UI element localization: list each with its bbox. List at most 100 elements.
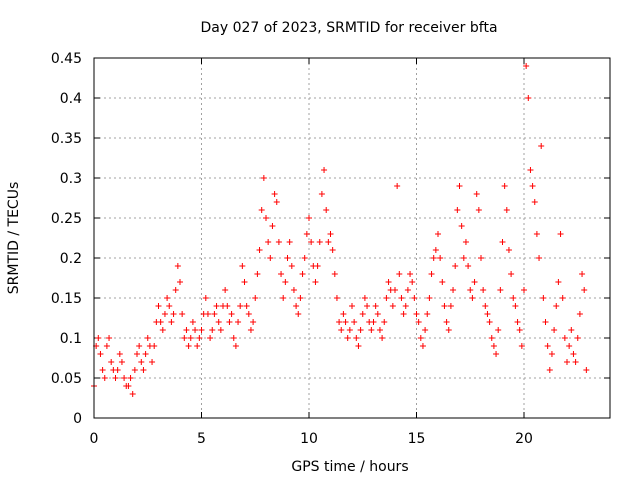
- data-point: [299, 271, 306, 277]
- data-point: [215, 319, 222, 325]
- data-point: [239, 263, 246, 269]
- data-point: [269, 223, 276, 229]
- data-point: [501, 183, 508, 189]
- data-point: [400, 311, 407, 317]
- data-point: [134, 351, 140, 357]
- data-point: [250, 319, 257, 325]
- data-point: [170, 311, 177, 317]
- grid-lines: [94, 58, 610, 418]
- data-point: [144, 335, 151, 341]
- data-point: [361, 295, 368, 301]
- y-tick-label: 0.05: [51, 371, 82, 387]
- data-point: [174, 263, 181, 269]
- data-point: [516, 327, 523, 333]
- data-point: [568, 327, 575, 333]
- y-tick-label: 0: [73, 411, 82, 427]
- data-point: [407, 271, 414, 277]
- data-point: [226, 319, 233, 325]
- data-point: [424, 311, 431, 317]
- data-point: [454, 207, 461, 213]
- data-point: [106, 335, 113, 341]
- data-point: [323, 207, 330, 213]
- data-point: [396, 271, 403, 277]
- data-point: [493, 351, 500, 357]
- x-tick-label: 5: [197, 431, 206, 447]
- data-point: [389, 303, 396, 309]
- data-point: [118, 359, 125, 365]
- data-point: [168, 319, 175, 325]
- data-point: [142, 351, 149, 357]
- data-point: [505, 247, 512, 253]
- data-point: [381, 319, 388, 325]
- data-point: [465, 263, 472, 269]
- data-point: [301, 255, 308, 261]
- data-point: [353, 335, 360, 341]
- data-point: [364, 303, 371, 309]
- data-point: [564, 359, 570, 365]
- data-point: [581, 287, 588, 293]
- data-point: [99, 367, 106, 373]
- data-point: [508, 271, 515, 277]
- data-point: [159, 327, 166, 333]
- data-point: [480, 287, 487, 293]
- data-point: [192, 327, 199, 333]
- data-point: [108, 359, 115, 365]
- data-point: [417, 335, 424, 341]
- data-point: [555, 279, 562, 285]
- data-point: [273, 199, 280, 205]
- data-point: [469, 295, 476, 301]
- data-point: [490, 343, 497, 349]
- data-point: [161, 311, 168, 317]
- data-point: [488, 335, 495, 341]
- data-point: [533, 231, 540, 237]
- data-point: [316, 239, 323, 245]
- data-point: [263, 215, 269, 221]
- data-point: [523, 63, 530, 69]
- data-point: [542, 319, 549, 325]
- data-point: [443, 319, 450, 325]
- data-point: [559, 295, 566, 301]
- data-point: [467, 287, 474, 293]
- data-point: [557, 231, 564, 237]
- data-point: [346, 327, 353, 333]
- data-point: [566, 343, 573, 349]
- data-point: [374, 311, 381, 317]
- data-point: [282, 279, 289, 285]
- data-point: [473, 191, 480, 197]
- data-point: [243, 303, 250, 309]
- data-point: [486, 319, 493, 325]
- data-point: [265, 239, 272, 245]
- data-point: [518, 343, 525, 349]
- data-point: [140, 367, 147, 373]
- y-tick-label: 0.3: [60, 171, 82, 187]
- axis-ticks: 0 0.05 0.1 0.15 0.2 0.25 0.3 0.35 0.4 0.45 0 5 10 15 2…: [51, 51, 610, 447]
- data-point: [359, 311, 366, 317]
- data-point: [290, 287, 297, 293]
- data-point: [546, 367, 553, 373]
- data-point: [415, 319, 422, 325]
- data-point: [181, 335, 188, 341]
- data-point: [432, 247, 439, 253]
- data-point: [561, 335, 568, 341]
- data-point: [275, 239, 282, 245]
- data-point: [553, 303, 560, 309]
- data-point: [241, 279, 248, 285]
- data-point: [342, 319, 349, 325]
- data-point: [450, 287, 457, 293]
- data-point: [224, 303, 231, 309]
- data-point: [237, 303, 244, 309]
- data-point: [538, 143, 545, 149]
- data-point: [245, 311, 252, 317]
- data-point: [475, 207, 482, 213]
- data-point: [295, 311, 302, 317]
- data-point: [514, 319, 521, 325]
- data-point: [471, 279, 478, 285]
- data-point: [419, 343, 426, 349]
- data-point: [394, 183, 401, 189]
- data-point: [222, 287, 229, 293]
- data-point: [112, 375, 119, 381]
- data-point: [209, 327, 216, 333]
- data-point: [202, 295, 209, 301]
- data-point: [351, 319, 358, 325]
- data-point: [456, 183, 463, 189]
